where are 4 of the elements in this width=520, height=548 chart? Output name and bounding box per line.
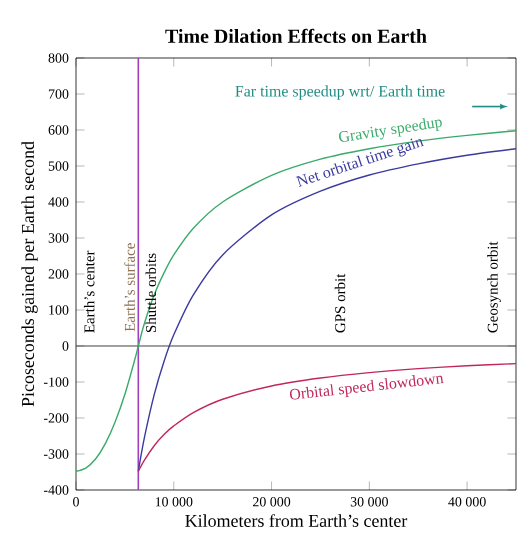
- y-axis-title: Picoseconds gained per Earth second: [21, 141, 38, 407]
- chart-title: Time Dilation Effects on Earth: [165, 28, 427, 43]
- x-axis-title: Kilometers from Earth’s center: [185, 514, 408, 527]
- line-series: [137, 362, 517, 472]
